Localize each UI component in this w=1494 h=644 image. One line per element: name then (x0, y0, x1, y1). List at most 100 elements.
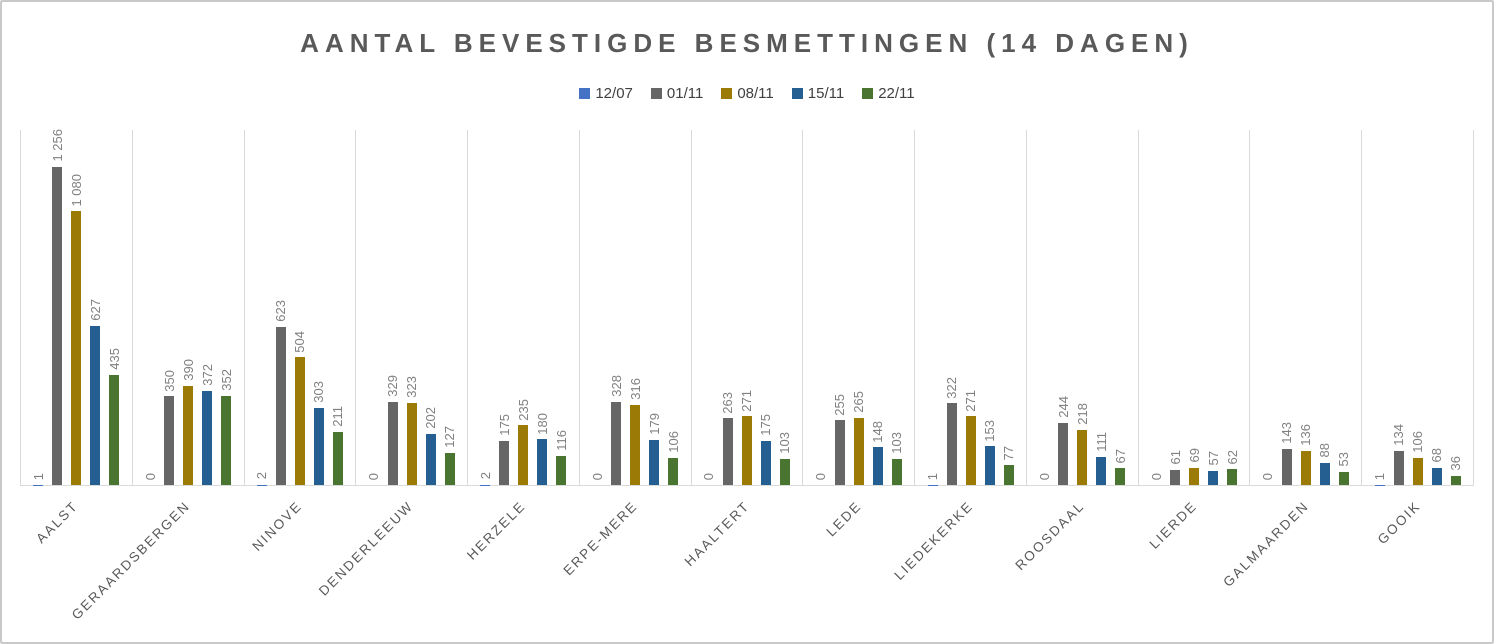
category-label: GOOIK (1374, 498, 1424, 548)
bar-value-label: 127 (442, 426, 458, 448)
category-group: 0 143 136 88 53 (1250, 130, 1363, 486)
bar (90, 326, 101, 485)
bar-value-label: 180 (534, 412, 550, 435)
bar (183, 386, 194, 485)
legend-color-swatch (791, 88, 803, 99)
bar-value-label: 322 (944, 376, 959, 399)
bar (1096, 456, 1107, 485)
bar (256, 484, 267, 485)
bar (1170, 469, 1181, 485)
category-label: LIERDE (1146, 498, 1200, 552)
bar (760, 440, 771, 485)
bar-value-label: 323 (404, 376, 420, 399)
chart-title: AANTAL BEVESTIGDE BESMETTINGEN (14 DAGEN… (300, 28, 1194, 58)
category-label-slot: GERAARDSBERGEN (69, 486, 244, 636)
bar-column: 143 (1279, 130, 1295, 485)
bar (649, 439, 660, 485)
legend-item: 15/11 (791, 85, 845, 102)
bar (1227, 469, 1238, 485)
bar-value-label: 179 (646, 412, 662, 435)
bar-value-label: 143 (1279, 422, 1295, 444)
bar-column: 352 (219, 130, 234, 485)
category-label-slot: GOOIK (1362, 486, 1474, 636)
bar (984, 446, 995, 485)
legend-color-swatch (721, 88, 733, 99)
bar (853, 417, 864, 485)
bar-column: 77 (1001, 130, 1016, 485)
bar (1189, 467, 1200, 485)
bar (444, 452, 455, 485)
bar-value-label: 88 (1317, 443, 1333, 458)
bar (518, 425, 529, 485)
category-group: 0 328 316 179 106 (579, 130, 692, 486)
legend-label: 08/11 (737, 85, 774, 102)
bar (872, 447, 883, 485)
bar-value-label: 0 (366, 472, 382, 480)
bar-value-label: 57 (1205, 451, 1221, 466)
bar-value-label: 271 (963, 389, 978, 412)
category-label-slot: HAALTERT (681, 486, 803, 636)
bar (1450, 475, 1461, 485)
bar (668, 458, 679, 485)
bar-column: 0 (589, 130, 605, 485)
bar-column: 0 (701, 130, 716, 485)
bar-column: 244 (1055, 130, 1071, 485)
bar (741, 416, 752, 485)
bar-column: 68 (1429, 130, 1444, 485)
bar-value-label: 623 (273, 300, 289, 323)
bar-value-label: 235 (515, 398, 531, 421)
bar-column: 504 (292, 130, 307, 485)
bar-column: 1 (31, 130, 46, 485)
bar-value-label: 0 (142, 472, 158, 480)
bar (275, 327, 286, 485)
bar-value-label: 175 (758, 413, 774, 436)
bar (891, 458, 902, 485)
bar-column: 69 (1187, 130, 1202, 485)
bar-value-label: 0 (1148, 472, 1164, 480)
bar-column: 106 (1410, 130, 1425, 485)
legend-label: 22/11 (878, 85, 915, 102)
bar-value-label: 2 (477, 472, 493, 480)
bar-column: 175 (758, 130, 774, 485)
bar (1281, 448, 1292, 485)
bar-column: 134 (1391, 130, 1406, 485)
bar (425, 433, 436, 485)
bar (1077, 429, 1088, 485)
legend-item: 12/07 (579, 85, 633, 102)
bar (387, 401, 398, 485)
bar (313, 408, 324, 485)
bar-value-label: 211 (330, 405, 346, 427)
legend-label: 15/11 (807, 85, 845, 102)
bar-column: 316 (628, 130, 643, 485)
legend-item: 22/11 (862, 85, 915, 102)
bar-column: 116 (554, 130, 569, 485)
plot-area: 1 1 256 1 080 627 435 0 350 390 372 352 2 623 504 303… (20, 129, 1474, 486)
bar-column: 111 (1094, 130, 1109, 485)
bar-column: 235 (515, 130, 531, 485)
bar (1058, 423, 1069, 485)
category-group: 0 255 265 148 103 (803, 130, 916, 486)
bar-column: 202 (423, 130, 439, 485)
bar-value-label: 61 (1167, 450, 1183, 465)
bar (834, 420, 845, 485)
category-label-slot: LIERDE (1138, 486, 1250, 636)
bar-value-label: 244 (1055, 396, 1071, 419)
bar-column: 323 (404, 130, 420, 485)
bar-column: 67 (1113, 130, 1128, 485)
category-label-slot: DENDERLEEUW (316, 486, 468, 636)
bar (1431, 467, 1442, 485)
bar-column: 303 (311, 130, 326, 485)
bar-value-label: 103 (889, 432, 905, 454)
bar (1338, 471, 1349, 485)
bar-column: 106 (666, 130, 681, 485)
bar-column: 0 (813, 130, 828, 485)
legend-label: 12/07 (595, 85, 633, 102)
bar-column: 1 256 (50, 129, 65, 485)
bar-column: 0 (142, 130, 158, 485)
bar-value-label: 328 (608, 375, 624, 397)
bar-value-label: 0 (589, 472, 605, 480)
bar-column: 435 (107, 130, 122, 485)
bar-value-label: 202 (423, 407, 439, 429)
bar-column: 148 (870, 130, 885, 485)
category-group: 0 263 271 175 103 (691, 130, 804, 486)
